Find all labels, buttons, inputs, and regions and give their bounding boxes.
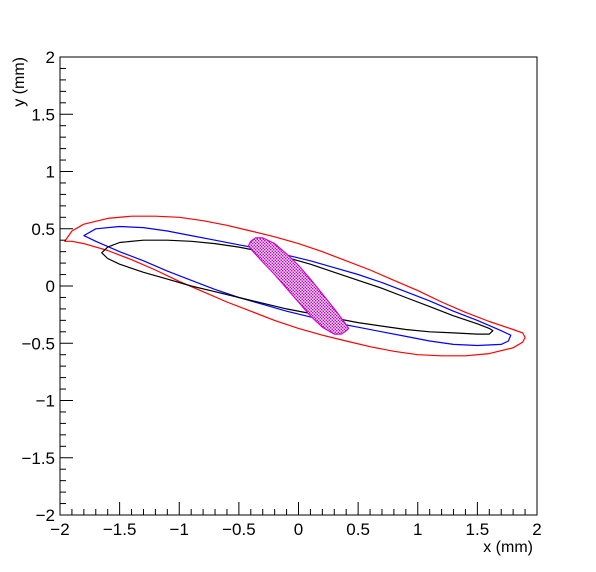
contour-red	[64, 215, 526, 357]
x-tick-label: −0.5	[222, 520, 256, 539]
tick-marks	[59, 56, 538, 516]
x-tick-label: −1.5	[103, 520, 137, 539]
x-tick-label: −1	[170, 520, 189, 539]
x-tick-label: 1.5	[466, 520, 490, 539]
contour-group	[64, 215, 526, 357]
x-tick-label: 2	[532, 520, 541, 539]
y-tick-label: 1.5	[31, 105, 55, 124]
y-tick-label: −1	[36, 392, 55, 411]
y-tick-label: −1.5	[21, 449, 55, 468]
y-axis-title: y (mm)	[11, 57, 28, 107]
contour-magenta-filled	[247, 237, 350, 335]
contour-blue	[83, 225, 512, 347]
x-tick-label: 1	[413, 520, 422, 539]
x-axis-title: x (mm)	[483, 539, 533, 556]
x-tick-label: 0.5	[346, 520, 370, 539]
y-tick-label: −0.5	[21, 334, 55, 353]
contour-black	[101, 239, 494, 335]
y-tick-label: 1	[46, 163, 55, 182]
x-tick-labels: −2 −1.5 −1 −0.5 0 0.5 1 1.5 2	[50, 520, 541, 539]
y-tick-label: 2	[46, 48, 55, 67]
y-tick-label: 0.5	[31, 220, 55, 239]
x-tick-label: 0	[294, 520, 303, 539]
y-tick-label: −2	[36, 506, 55, 525]
y-tick-label: 0	[46, 277, 55, 296]
x-tick-label: −2	[50, 520, 69, 539]
y-tick-labels: −2 −1.5 −1 −0.5 0 0.5 1 1.5 2	[21, 48, 55, 525]
